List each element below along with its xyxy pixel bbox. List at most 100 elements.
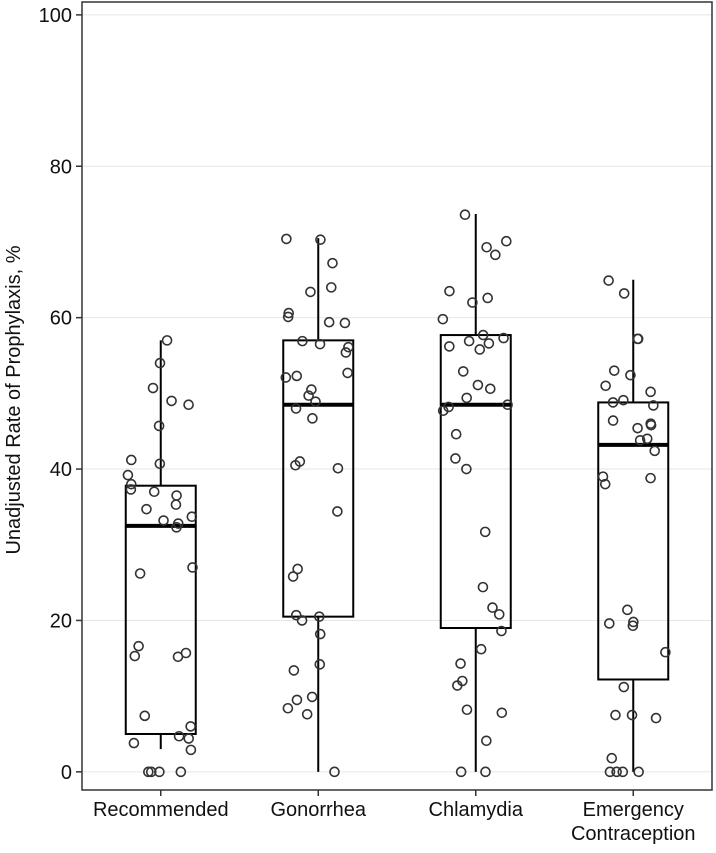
data-point bbox=[474, 344, 486, 355]
data-point bbox=[290, 459, 301, 471]
data-point bbox=[604, 766, 616, 778]
data-point bbox=[183, 733, 195, 744]
data-point bbox=[475, 643, 487, 655]
data-point bbox=[480, 766, 491, 778]
data-point bbox=[325, 282, 337, 293]
data-point bbox=[310, 396, 321, 407]
data-point bbox=[634, 434, 646, 446]
data-point bbox=[125, 484, 137, 495]
data-point bbox=[498, 332, 509, 344]
data-point bbox=[452, 680, 463, 691]
data-point bbox=[280, 372, 292, 383]
data-point bbox=[183, 399, 194, 411]
data-point bbox=[607, 397, 619, 408]
data-point bbox=[437, 313, 449, 325]
data-point bbox=[153, 420, 165, 432]
data-point bbox=[472, 379, 484, 391]
data-point bbox=[481, 241, 492, 253]
data-point bbox=[315, 234, 326, 245]
data-point bbox=[314, 628, 326, 640]
box bbox=[282, 339, 355, 618]
data-point bbox=[128, 737, 140, 749]
box bbox=[124, 484, 197, 735]
data-point bbox=[143, 766, 154, 778]
data-point bbox=[625, 369, 636, 381]
data-point bbox=[342, 367, 353, 379]
data-point bbox=[282, 702, 294, 714]
x-tick-label: Gonorrhea bbox=[270, 799, 367, 821]
data-point bbox=[645, 419, 657, 431]
data-point bbox=[154, 458, 166, 470]
data-point bbox=[172, 651, 184, 663]
data-point bbox=[610, 709, 621, 721]
data-point bbox=[617, 766, 629, 778]
data-point bbox=[483, 338, 495, 349]
data-point bbox=[323, 316, 335, 328]
data-point bbox=[301, 709, 313, 720]
data-point bbox=[477, 581, 489, 593]
data-point bbox=[161, 335, 173, 346]
data-point bbox=[139, 710, 151, 722]
data-point bbox=[485, 383, 496, 395]
y-axis-label: Unadjusted Rate of Prophylaxis, % bbox=[3, 245, 25, 554]
data-point bbox=[314, 659, 326, 670]
y-tick-label: 20 bbox=[50, 610, 72, 632]
data-point bbox=[502, 399, 513, 411]
data-point bbox=[141, 503, 152, 515]
y-tick-label: 0 bbox=[61, 762, 72, 784]
data-point bbox=[604, 618, 615, 629]
y-tick-label: 80 bbox=[50, 156, 72, 178]
data-point bbox=[145, 766, 157, 778]
data-point bbox=[450, 453, 461, 464]
data-point bbox=[185, 721, 196, 732]
data-point bbox=[626, 709, 638, 721]
data-point bbox=[329, 766, 340, 778]
data-point bbox=[608, 365, 620, 376]
data-point bbox=[133, 640, 144, 652]
data-point bbox=[459, 209, 471, 221]
data-point bbox=[306, 691, 318, 703]
data-point bbox=[339, 317, 351, 329]
data-point bbox=[467, 297, 478, 308]
data-point bbox=[660, 646, 671, 658]
data-point bbox=[481, 735, 492, 747]
data-point bbox=[455, 766, 467, 778]
data-point bbox=[171, 522, 182, 533]
data-point bbox=[461, 704, 473, 716]
data-point bbox=[287, 571, 299, 582]
plot-frame bbox=[81, 1, 713, 791]
box bbox=[597, 401, 670, 681]
data-point bbox=[607, 415, 619, 426]
data-point bbox=[290, 609, 302, 621]
data-point bbox=[490, 249, 501, 261]
data-point bbox=[170, 499, 182, 510]
data-point bbox=[288, 665, 300, 676]
data-point bbox=[307, 413, 318, 424]
data-point bbox=[186, 511, 198, 523]
data-point bbox=[171, 490, 182, 501]
data-point bbox=[645, 386, 656, 398]
y-tick-label: 40 bbox=[50, 459, 72, 481]
data-point bbox=[463, 335, 475, 347]
data-point bbox=[487, 602, 498, 613]
data-point bbox=[501, 235, 512, 247]
data-point bbox=[618, 681, 630, 693]
data-point bbox=[628, 616, 639, 628]
data-point bbox=[599, 478, 611, 490]
data-point bbox=[343, 341, 354, 353]
data-point bbox=[622, 604, 633, 616]
box bbox=[439, 334, 512, 630]
data-point bbox=[281, 233, 292, 245]
data-point bbox=[158, 515, 169, 526]
data-point bbox=[185, 744, 197, 756]
x-tick-label: Emergency Contraception bbox=[570, 799, 696, 845]
data-point bbox=[650, 712, 662, 724]
data-point bbox=[291, 370, 303, 382]
data-point bbox=[606, 752, 618, 764]
data-point bbox=[641, 433, 653, 445]
data-point bbox=[455, 658, 466, 669]
x-tick-label: Chlamydia bbox=[428, 799, 523, 821]
data-point bbox=[611, 766, 622, 778]
